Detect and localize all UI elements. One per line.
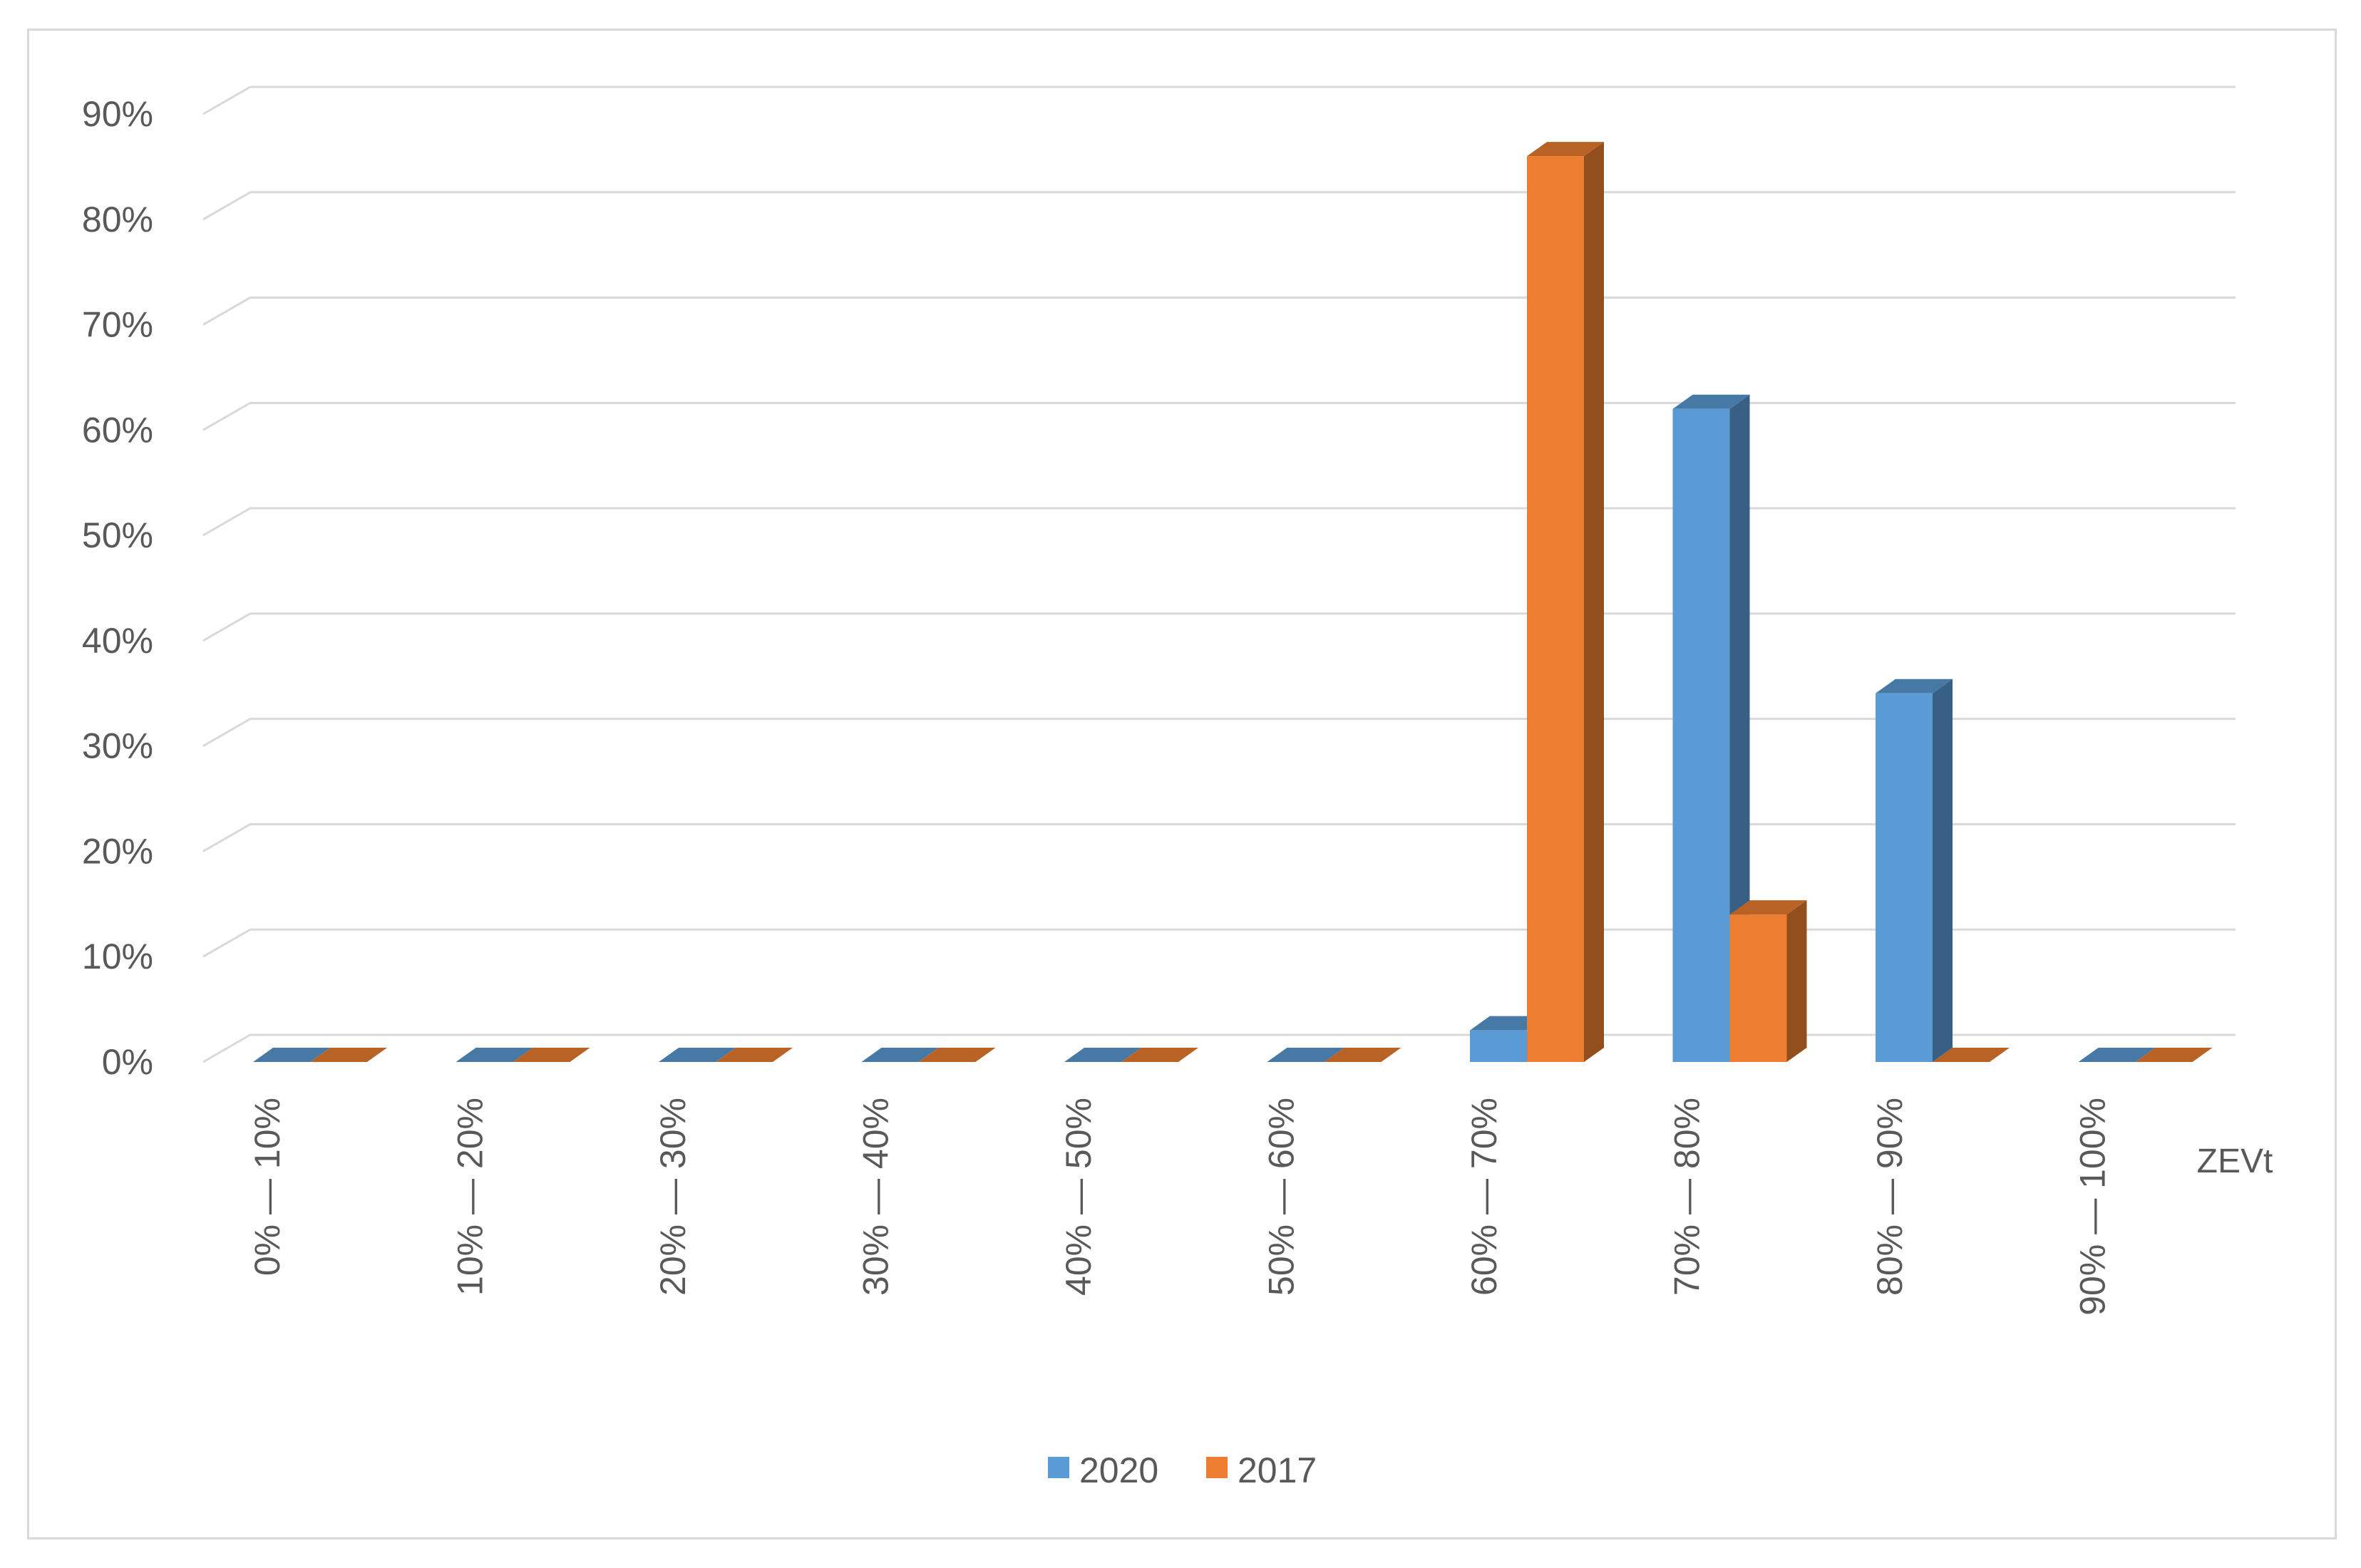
bar-top: [1933, 1048, 2010, 1062]
legend-swatch-2020: [1048, 1457, 1069, 1478]
x-category-label: 20% — 30%: [653, 1098, 693, 1296]
bar-side: [1729, 394, 1750, 1062]
bar-top: [310, 1048, 387, 1062]
bar-2020-5: [1267, 1048, 1344, 1062]
y-tick-label: 50%: [82, 515, 153, 555]
legend-label-2017: 2017: [1238, 1450, 1317, 1490]
bar-top: [918, 1048, 996, 1062]
bar-2017-8: [1933, 1048, 2010, 1062]
bar-top: [1729, 900, 1807, 915]
x-category-label: 40% — 50%: [1059, 1098, 1099, 1296]
legend-label-2020: 2020: [1079, 1450, 1158, 1490]
y-tick-label: 40%: [82, 621, 153, 661]
bar-top: [1324, 1048, 1401, 1062]
gridline: [202, 86, 2236, 115]
bar-2020-7: [1672, 394, 1750, 1062]
bar-top: [861, 1048, 939, 1062]
bar-2017-1: [513, 1048, 590, 1062]
bar-2020-1: [456, 1048, 533, 1062]
bar-2020-0: [253, 1048, 330, 1062]
bar-2017-4: [1121, 1048, 1198, 1062]
bar-2017-3: [918, 1048, 996, 1062]
x-category-label: 0% — 10%: [247, 1098, 287, 1276]
y-tick-label: 70%: [82, 305, 153, 345]
y-tick-label: 90%: [82, 94, 153, 134]
bar-top: [1121, 1048, 1198, 1062]
x-axis-label: ZEVt: [2197, 1143, 2273, 1180]
bar-front: [1729, 914, 1787, 1062]
gridline: [202, 296, 2236, 326]
bar-2020-4: [1064, 1048, 1141, 1062]
x-category-label: 10% — 20%: [451, 1098, 490, 1296]
bar-top: [659, 1048, 736, 1062]
x-category-label: 60% — 70%: [1464, 1098, 1504, 1296]
bar-top: [1672, 394, 1750, 409]
bars: [253, 142, 2213, 1063]
legend-swatch-2017: [1206, 1457, 1228, 1478]
bar-2017-6: [1527, 142, 1604, 1063]
legend: 2020 2017: [1048, 1450, 1317, 1490]
x-axis-categories: 0% — 10% 10% — 20% 20% — 30% 30% — 40% 40% —…: [247, 1098, 2113, 1316]
y-tick-label: 60%: [82, 410, 153, 450]
bar-2020-8: [1876, 679, 1953, 1062]
bar-2017-0: [310, 1048, 387, 1062]
y-axis-ticks: 0% 10% 20% 30% 40% 50% 60% 70% 80% 90%: [82, 94, 153, 1082]
x-category-label: 30% — 40%: [856, 1098, 896, 1296]
bar-2017-7: [1729, 900, 1807, 1062]
gridline: [202, 401, 2236, 431]
bar-2020-9: [2078, 1048, 2156, 1062]
x-category-label: 90% — 100%: [2073, 1098, 2113, 1316]
bar-top: [1064, 1048, 1141, 1062]
bar-front: [1876, 693, 1933, 1062]
bar-front: [1470, 1030, 1527, 1062]
bar-side: [1584, 142, 1604, 1063]
bar-top: [1876, 679, 1953, 693]
x-category-label: 70% — 80%: [1667, 1098, 1707, 1296]
bar-top: [2078, 1048, 2156, 1062]
bar-top: [1267, 1048, 1344, 1062]
bar-top: [456, 1048, 533, 1062]
bar-top: [513, 1048, 590, 1062]
bar-side: [1786, 900, 1807, 1062]
bar-2017-9: [2135, 1048, 2213, 1062]
y-tick-label: 30%: [82, 726, 153, 766]
bar-top: [1527, 142, 1604, 157]
gridline: [202, 191, 2236, 221]
x-category-label: 80% — 90%: [1870, 1098, 1910, 1296]
bar-2020-2: [659, 1048, 736, 1062]
y-tick-label: 80%: [82, 200, 153, 239]
y-tick-label: 20%: [82, 831, 153, 871]
bar-2020-3: [861, 1048, 939, 1062]
gridline: [202, 612, 2236, 642]
bar-top: [253, 1048, 330, 1062]
bar-top: [2135, 1048, 2213, 1062]
bar-front: [1527, 156, 1584, 1063]
bar-front: [1672, 408, 1730, 1062]
x-category-label: 50% — 60%: [1262, 1098, 1302, 1296]
bar-side: [1933, 679, 1953, 1062]
bar-2017-5: [1324, 1048, 1401, 1062]
bar-2017-2: [716, 1048, 793, 1062]
y-tick-label: 0%: [102, 1042, 153, 1082]
bar-top: [716, 1048, 793, 1062]
gridline: [202, 507, 2236, 537]
y-tick-label: 10%: [82, 937, 153, 976]
